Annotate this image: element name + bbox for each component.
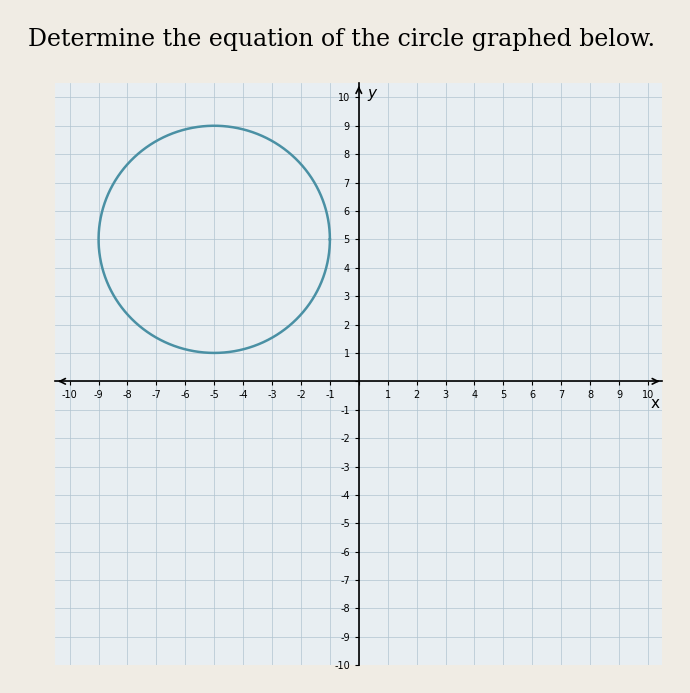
Text: y: y — [368, 86, 377, 101]
Text: x: x — [651, 396, 660, 410]
Text: Determine the equation of the circle graphed below.: Determine the equation of the circle gra… — [28, 28, 655, 51]
